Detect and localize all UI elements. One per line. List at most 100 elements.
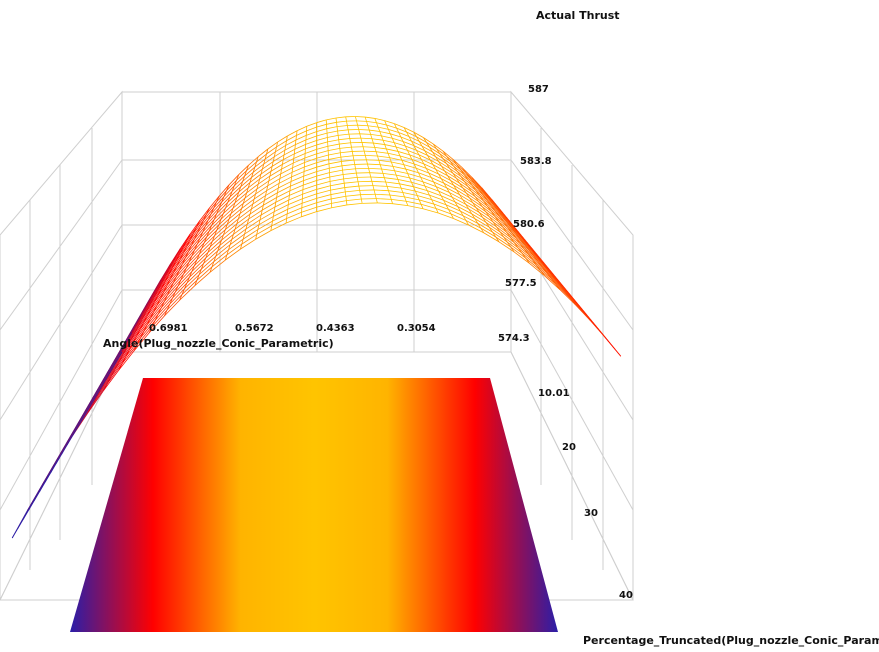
surface-wire (465, 203, 480, 213)
surface-wire (492, 221, 507, 233)
surface-wire (194, 272, 211, 287)
surface-wire (133, 220, 201, 352)
surface-wire (267, 178, 281, 187)
surface-wire (370, 133, 382, 137)
surface-wire (327, 139, 339, 143)
surface-wire (361, 142, 374, 144)
surface-wire (229, 233, 245, 245)
surface-wire (397, 151, 410, 156)
surface-wire (384, 120, 424, 209)
floor-color-projection (70, 378, 558, 632)
surface-wire (503, 221, 517, 234)
surface-wire (392, 203, 408, 206)
surface-wire (513, 242, 529, 255)
surface-wire (180, 265, 195, 281)
surface-wire (196, 266, 213, 281)
surface-wire (277, 135, 288, 143)
surface-wire (244, 166, 256, 177)
surface-wire (474, 218, 490, 228)
surface-wire (435, 168, 448, 177)
surface-wire (256, 153, 267, 163)
surface-wire (345, 116, 363, 204)
surface-wire (303, 175, 317, 181)
surface-wire (343, 176, 358, 180)
surface-wire (194, 236, 208, 251)
surface-wire (186, 226, 197, 242)
surface-wire (282, 158, 294, 165)
surface-wire (266, 182, 280, 192)
surface-wire (436, 148, 447, 157)
surface-wire (393, 123, 439, 214)
surface-wire (427, 155, 439, 162)
surface-wire (136, 318, 151, 337)
surface-wire (189, 263, 204, 278)
surface-wire (181, 279, 198, 295)
surface-wire (374, 146, 387, 150)
surface-wire (438, 173, 451, 181)
surface-wire (335, 117, 348, 205)
surface-wire (122, 335, 137, 356)
surface-wire (328, 156, 341, 160)
surface-wire (396, 127, 407, 133)
surface-wire (301, 206, 317, 213)
z-tick-label: 580.6 (513, 219, 545, 230)
surface-wire (218, 184, 230, 197)
surface-wire (439, 153, 451, 162)
surface-wire (215, 244, 231, 257)
surface-wire (435, 186, 450, 193)
surface-wire (397, 179, 412, 183)
surface-wire (426, 168, 439, 175)
surface-wire (270, 222, 287, 231)
surface-wire (510, 246, 526, 259)
surface-wire (527, 254, 543, 268)
surface-wire (337, 129, 349, 132)
surface-wire (449, 192, 463, 200)
surface-wire (304, 157, 317, 163)
surface-wire (271, 159, 284, 167)
surface-wire (330, 182, 345, 187)
surface-wire (452, 172, 465, 182)
surface-wire (267, 141, 278, 150)
surface-wire (462, 199, 477, 208)
surface-wire (234, 218, 249, 230)
surface-wire (446, 155, 457, 165)
surface-wire (278, 181, 292, 189)
surface-wire (133, 332, 150, 352)
surface-wire (268, 173, 281, 182)
surface-wire (186, 268, 202, 284)
surface-wire (203, 207, 215, 221)
surface-wire (289, 189, 304, 196)
surface-wire (454, 201, 469, 210)
surface-wire (443, 182, 457, 191)
surface-wire (540, 270, 556, 285)
surface-wire (368, 167, 382, 170)
surface-wire (503, 236, 519, 249)
surface-wire (253, 190, 267, 200)
surface-wire (384, 177, 398, 180)
surface-wire (431, 177, 445, 184)
surface-wire (169, 273, 184, 290)
surface-wire (316, 189, 331, 195)
surface-wire (452, 158, 463, 169)
surface-wire (242, 171, 254, 182)
surface-wire (420, 176, 434, 183)
surface-wire (262, 201, 276, 211)
surface-wire (316, 145, 328, 150)
surface-wire (316, 150, 329, 155)
surface-wire (87, 390, 104, 413)
surface-wire (342, 168, 356, 171)
surface-wire (328, 161, 342, 165)
surface-wire (285, 130, 298, 224)
surface-wire (366, 159, 379, 161)
surface-wire (218, 196, 231, 209)
surface-wire (339, 142, 351, 145)
surface-wire (457, 206, 472, 215)
surface-wire (197, 219, 209, 234)
surface-wire (226, 179, 237, 191)
surface-wire (103, 369, 120, 391)
surface-wire (456, 189, 470, 199)
surface-wire (403, 127, 414, 133)
surface-wire (491, 198, 591, 321)
surface-wire (316, 180, 331, 186)
surface-wire (295, 139, 307, 145)
